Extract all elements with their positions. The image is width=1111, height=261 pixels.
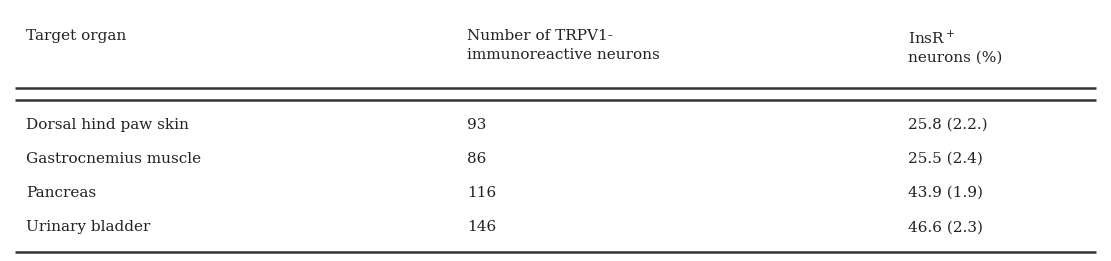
Text: Urinary bladder: Urinary bladder	[27, 220, 151, 234]
Text: 46.6 (2.3): 46.6 (2.3)	[909, 220, 983, 234]
Text: 25.5 (2.4): 25.5 (2.4)	[909, 152, 983, 166]
Text: 116: 116	[468, 186, 497, 200]
Text: 86: 86	[468, 152, 487, 166]
Text: Pancreas: Pancreas	[27, 186, 97, 200]
Text: Dorsal hind paw skin: Dorsal hind paw skin	[27, 118, 189, 132]
Text: Number of TRPV1-
immunoreactive neurons: Number of TRPV1- immunoreactive neurons	[468, 29, 660, 62]
Text: 93: 93	[468, 118, 487, 132]
Text: 25.8 (2.2.): 25.8 (2.2.)	[909, 118, 988, 132]
Text: 146: 146	[468, 220, 497, 234]
Text: Gastrocnemius muscle: Gastrocnemius muscle	[27, 152, 201, 166]
Text: InsR$^+$
neurons (%): InsR$^+$ neurons (%)	[909, 29, 1003, 65]
Text: Target organ: Target organ	[27, 29, 127, 43]
Text: 43.9 (1.9): 43.9 (1.9)	[909, 186, 983, 200]
